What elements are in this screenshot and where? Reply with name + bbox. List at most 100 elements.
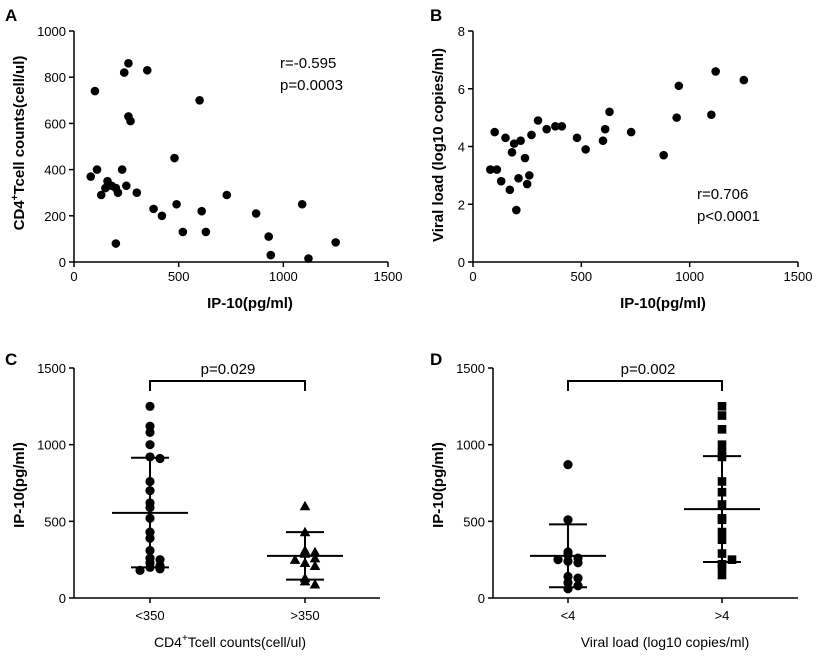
chart-b-data-point xyxy=(514,173,523,183)
chart-a-x-tick-label: 1000 xyxy=(269,269,298,284)
chart-c-data-point xyxy=(309,552,321,563)
chart-b-data-point xyxy=(492,165,502,174)
chart-c-data-point xyxy=(299,500,311,511)
chart-b-data-point xyxy=(522,179,532,189)
chart-a-x-tick-label: 500 xyxy=(168,269,190,284)
chart-d-significance-bracket xyxy=(567,380,723,391)
chart-a-y-tick-label: 400 xyxy=(44,163,66,178)
chart-d-points xyxy=(530,402,760,594)
chart-b-data-point xyxy=(507,147,517,157)
chart-c-data-point xyxy=(145,401,155,411)
chart-d-data-point xyxy=(717,448,727,457)
chart-c-data-point xyxy=(299,575,311,586)
chart-a-x-tick-label: 0 xyxy=(70,269,77,284)
chart-c-data-point xyxy=(289,554,301,564)
chart-b-x-tick-label: 1500 xyxy=(784,269,813,284)
chart-c-category-label: >350 xyxy=(290,608,319,623)
chart-c-data-point xyxy=(145,440,155,450)
chart-b-data-point xyxy=(598,136,608,146)
chart-a-data-point xyxy=(96,190,106,200)
chart-d-category-label: <4 xyxy=(561,608,576,623)
chart-b-data-point xyxy=(509,139,519,148)
chart-c-x-label-rest: Tcell counts(cell/ul) xyxy=(188,634,306,650)
panel-label-c: C xyxy=(5,350,17,369)
chart-d-data-point xyxy=(573,581,583,591)
panel-label-b: B xyxy=(430,6,442,25)
chart-a-y-tick-label: 800 xyxy=(44,70,66,85)
chart-d-y-axis-label: IP-10(pg/ml) xyxy=(430,442,447,528)
chart-a-data-point xyxy=(149,204,158,214)
panel-label-d: D xyxy=(430,350,442,369)
chart-b-x-tick-label: 500 xyxy=(570,269,592,284)
chart-a-y-label-main: CD4 xyxy=(11,200,28,231)
chart-b-y-tick-label: 6 xyxy=(458,82,465,97)
chart-d-data-point xyxy=(727,555,737,564)
chart-c-category-label: <350 xyxy=(135,608,164,623)
chart-c-x-label-sup: + xyxy=(182,633,188,644)
chart-a-data-point xyxy=(297,199,307,209)
chart-d-data-point xyxy=(573,573,583,583)
chart-b-data-point xyxy=(512,205,521,215)
chart-b-data-point xyxy=(672,113,681,122)
chart-b-r-annotation: r=0.706 xyxy=(697,186,748,203)
chart-b-data-point xyxy=(551,121,560,131)
chart-b-data-point xyxy=(626,127,636,137)
chart-a-data-point xyxy=(142,65,152,75)
chart-d-category-label: >4 xyxy=(715,608,730,623)
chart-b-x-tick-label: 0 xyxy=(469,269,476,284)
chart-b-data-point xyxy=(572,133,582,143)
chart-c-data-point xyxy=(145,427,155,437)
chart-b-data-point xyxy=(605,107,614,117)
chart-a-data-point xyxy=(111,239,121,248)
chart-b-data-point xyxy=(516,136,525,146)
chart-d-data-point xyxy=(563,515,573,525)
chart-b-data-point xyxy=(542,124,551,134)
chart-b-x-tick-label: 1000 xyxy=(675,269,704,284)
chart-a-y-label-sup: + xyxy=(10,194,21,200)
chart-a-data-point xyxy=(122,181,131,191)
chart-a-y-axis-label: CD4+Tcell counts(cell/ul) xyxy=(10,56,28,231)
chart-a-data-point xyxy=(157,211,167,221)
chart-a-r-annotation: r=-0.595 xyxy=(280,55,336,72)
chart-c-y-tick-label: 500 xyxy=(44,514,66,529)
chart-d: 0 500 1000 1500 <4 >4 Viral load (log10 copie… xyxy=(430,361,798,650)
chart-d-data-point xyxy=(717,402,727,411)
chart-b-p-annotation: p<0.0001 xyxy=(697,208,760,225)
chart-c-x-label-main: CD4 xyxy=(154,634,182,650)
chart-a-data-point xyxy=(264,232,273,241)
chart-b-data-point xyxy=(674,81,684,91)
chart-d-axes: 0 500 1000 1500 <4 >4 xyxy=(456,361,798,623)
chart-c-y-tick-label: 1000 xyxy=(37,438,66,453)
chart-a-data-point xyxy=(178,227,188,237)
chart-b-data-point xyxy=(496,176,506,186)
chart-b-points xyxy=(486,67,749,215)
panel-label-a: A xyxy=(5,6,17,25)
chart-d-data-point xyxy=(717,563,727,572)
chart-a-data-point xyxy=(201,227,211,237)
chart-a-data-point xyxy=(117,165,127,174)
chart-c-data-point xyxy=(309,546,321,557)
chart-a: 0 500 1000 1500 0 200 400 600 800 1000 IP-10(pg/m… xyxy=(10,24,402,312)
chart-a-points xyxy=(86,59,340,263)
chart-b-data-point xyxy=(533,116,543,125)
chart-b-y-tick-label: 0 xyxy=(458,255,465,270)
chart-c-y-tick-label: 1500 xyxy=(37,361,66,376)
chart-a-data-point xyxy=(195,96,204,105)
chart-d-data-point xyxy=(563,460,573,470)
chart-c-data-point xyxy=(309,578,321,589)
chart-c-data-point xyxy=(155,564,165,574)
chart-a-data-point xyxy=(126,116,135,126)
chart-d-significance-label: p=0.002 xyxy=(621,361,676,378)
chart-a-x-axis-label: IP-10(pg/ml) xyxy=(207,295,293,312)
chart-a-data-point xyxy=(222,190,232,200)
chart-a-y-label-rest: Tcell counts(cell/ul) xyxy=(11,56,28,195)
chart-a-data-point xyxy=(266,250,276,260)
chart-a-data-point xyxy=(251,209,261,218)
chart-c: 0 500 1000 1500 <350 >350 CD4+Tcell counts(ce… xyxy=(11,361,380,650)
chart-a-p-annotation: p=0.0003 xyxy=(280,77,343,94)
chart-d-data-point xyxy=(717,425,727,434)
chart-b-data-point xyxy=(490,127,499,137)
chart-b-data-point xyxy=(520,153,530,163)
chart-c-x-axis-label: CD4+Tcell counts(cell/ul) xyxy=(154,633,306,650)
chart-d-data-point xyxy=(717,440,727,449)
